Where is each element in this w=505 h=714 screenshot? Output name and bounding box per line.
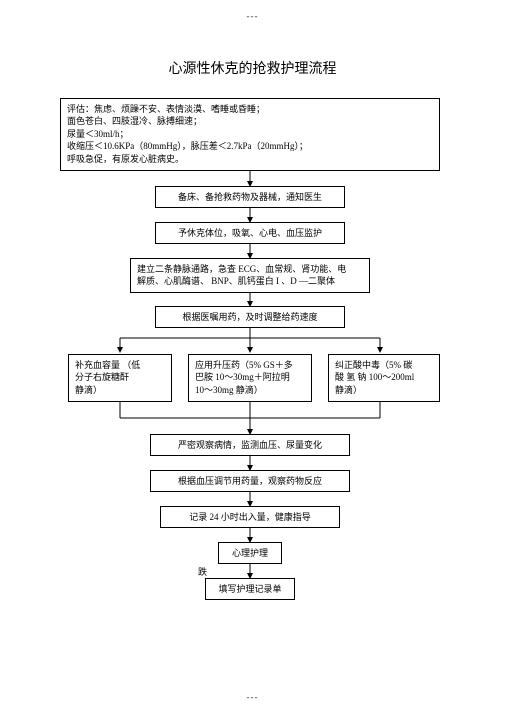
assess-l4: 收缩压＜10.6KPa（80mmHg），脉压差＜2.7kPa（20mmHg）；: [67, 140, 433, 153]
box-monitor: 严密观察病情，监测血压、尿量变化: [150, 434, 350, 457]
box-psych: 心理护理: [218, 542, 282, 565]
iv-l2: 解质、心肌酶谱、 BNP、肌钙蛋白 I 、D —二聚体: [137, 275, 363, 288]
box-branch-middle: 应用升压药（5% GS＋多 巴胺 10～30mg＋阿拉明 10～30mg 静滴）: [188, 354, 312, 402]
bm-l1: 应用升压药（5% GS＋多: [195, 359, 305, 372]
box-position: 予休克体位，吸氧、心电、血压监护: [155, 222, 345, 245]
box-record24: 记录 24 小时出入量，健康指导: [160, 506, 340, 529]
dash-top: ---: [247, 10, 259, 23]
box-adjust: 根据血压调节用药量，观察药物反应: [150, 470, 350, 493]
br-l2: 酸 氢 钠 100～200ml: [335, 371, 433, 384]
dash-bottom: ---: [247, 691, 259, 704]
box-branch-right: 纠正酸中毒（5% 碳 酸 氢 钠 100～200ml 静滴）: [328, 354, 440, 402]
br-l1: 纠正酸中毒（5% 碳: [335, 359, 433, 372]
flowchart: 评估：焦虑、烦躁不安、表情淡漠、嗜睡或昏睡； 面色苍白、四肢湿冷、脉搏细速； 尿…: [50, 98, 455, 658]
assess-l2: 面色苍白、四肢湿冷、脉搏细速；: [67, 115, 433, 128]
box-branch-left: 补充血容量 （低 分子右旋糖酐 静滴）: [68, 354, 172, 402]
box-nursing-record: 填写护理记录单: [205, 578, 295, 601]
iv-l1: 建立二条静脉通路，急查 ECG、血常规、肾功能、电: [137, 263, 363, 276]
assess-l3: 尿量＜30ml/h；: [67, 128, 433, 141]
bl-l3: 静滴）: [75, 384, 165, 397]
assess-l1: 评估：焦虑、烦躁不安、表情淡漠、嗜睡或昏睡；: [67, 103, 433, 116]
page: --- --- 心源性休克的抢救护理流程: [0, 0, 505, 714]
bl-l1: 补充血容量 （低: [75, 359, 165, 372]
bm-l2: 巴胺 10～30mg＋阿拉明: [195, 371, 305, 384]
box-prepare: 备床、备抢救药物及器械，通知医生: [155, 186, 345, 209]
box-medicate: 根据医嘱用药，及时调整给药速度: [155, 306, 345, 329]
side-label: 跌: [198, 566, 207, 579]
page-title: 心源性休克的抢救护理流程: [50, 60, 455, 80]
box-assess: 评估：焦虑、烦躁不安、表情淡漠、嗜睡或昏睡； 面色苍白、四肢湿冷、脉搏细速； 尿…: [60, 98, 440, 171]
br-l3: 静滴）: [335, 384, 433, 397]
bm-l3: 10～30mg 静滴）: [195, 384, 305, 397]
box-iv: 建立二条静脉通路，急查 ECG、血常规、肾功能、电 解质、心肌酶谱、 BNP、肌…: [130, 258, 370, 293]
bl-l2: 分子右旋糖酐: [75, 371, 165, 384]
assess-l5: 呼吸急促，有原发心脏病史。: [67, 153, 433, 166]
